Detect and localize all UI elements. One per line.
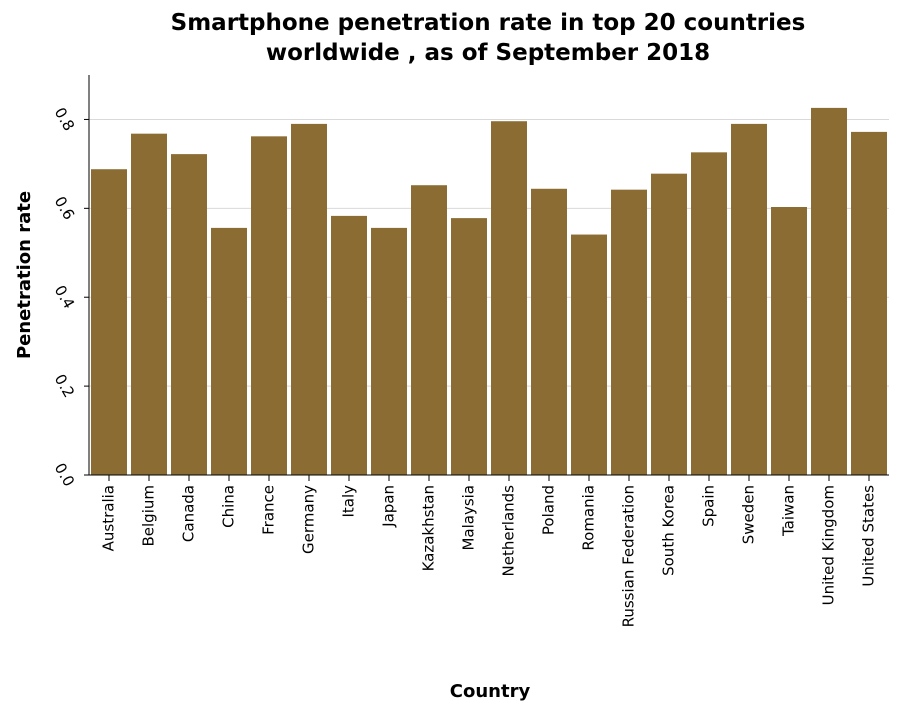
bar-belgium — [131, 133, 167, 475]
y-axis-ticks: 0.0 0.2 0.4 0.6 0.8 — [51, 104, 89, 490]
x-tick-label: United States — [860, 485, 878, 587]
x-tick-label: Sweden — [740, 485, 758, 544]
bar-canada — [171, 154, 207, 475]
x-axis-ticks: Australia Belgium Canada China France Germany… — [100, 475, 878, 627]
bar-germany — [291, 123, 327, 475]
y-tick-label: 0.0 — [51, 460, 79, 490]
y-tick-label: 0.8 — [51, 104, 79, 134]
bar-australia — [91, 169, 127, 475]
x-tick-label: United Kingdom — [820, 485, 838, 605]
bar-romania — [571, 234, 607, 475]
x-tick-label: Netherlands — [500, 485, 518, 577]
bar-netherlands — [491, 121, 527, 475]
bar-kazakhstan — [411, 185, 447, 475]
y-tick-label: 0.6 — [51, 193, 79, 223]
bar-poland — [531, 188, 567, 475]
x-tick-label: Italy — [340, 485, 358, 518]
x-tick-label: Canada — [180, 485, 198, 542]
chart-title-line-1: Smartphone penetration rate in top 20 co… — [171, 10, 806, 36]
bar-taiwan — [771, 207, 807, 475]
y-axis-title: Penetration rate — [14, 191, 35, 359]
bar-france — [251, 136, 287, 476]
bar-united-states — [851, 131, 887, 475]
chart-title-line-2: worldwide , as of September 2018 — [266, 40, 710, 66]
bar-china — [211, 227, 247, 475]
bar-south-korea — [651, 173, 687, 475]
bar-japan — [371, 227, 407, 475]
bar-italy — [331, 215, 367, 475]
bar-spain — [691, 152, 727, 476]
x-tick-label: Japan — [380, 485, 398, 528]
bars — [91, 107, 887, 476]
x-tick-label: Australia — [100, 485, 118, 551]
x-tick-label: France — [260, 485, 278, 535]
x-tick-label: Taiwan — [780, 485, 798, 537]
x-tick-label: Spain — [700, 485, 718, 527]
y-tick-label: 0.2 — [51, 371, 79, 401]
x-tick-label: Germany — [300, 485, 318, 554]
x-tick-label: Poland — [540, 485, 558, 535]
bar-malaysia — [451, 218, 487, 475]
x-tick-label: Belgium — [140, 485, 158, 547]
x-tick-label: Kazakhstan — [420, 485, 438, 571]
x-axis-title: Country — [450, 681, 531, 702]
x-tick-label: South Korea — [660, 485, 678, 576]
bar-united-kingdom — [811, 107, 847, 475]
x-tick-label: Russian Federation — [620, 485, 638, 627]
gridlines — [89, 118, 889, 387]
x-tick-label: China — [220, 485, 238, 528]
x-tick-label: Romania — [580, 485, 598, 551]
bar-sweden — [731, 123, 767, 475]
bar-russian-federation — [611, 189, 647, 475]
y-tick-label: 0.4 — [51, 282, 79, 312]
x-tick-label: Malaysia — [460, 485, 478, 551]
